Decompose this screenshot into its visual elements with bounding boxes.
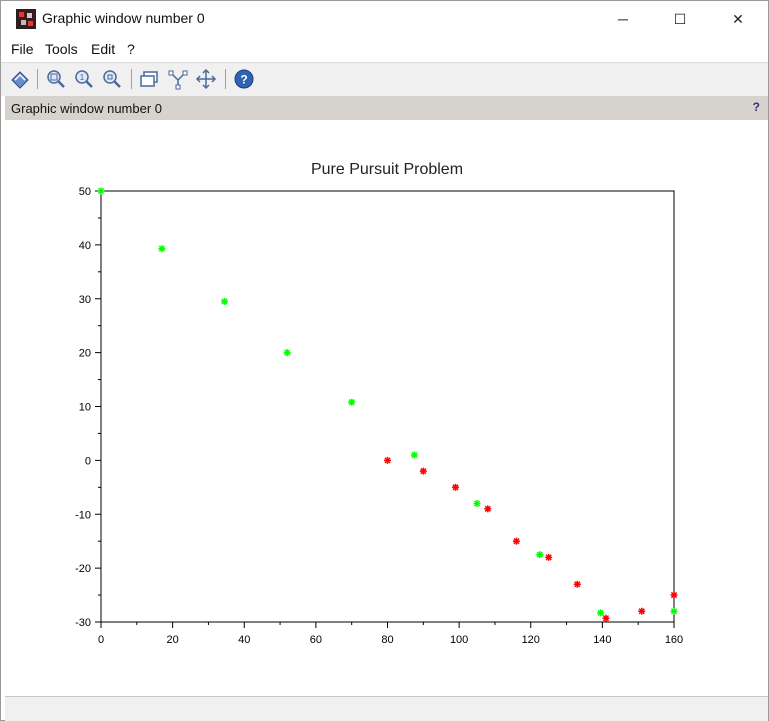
scilab-app-icon bbox=[16, 9, 36, 29]
data-point bbox=[484, 505, 492, 513]
pan-icon[interactable] bbox=[195, 68, 217, 90]
y-tick-label: 20 bbox=[79, 348, 91, 360]
y-tick-label: 10 bbox=[79, 402, 91, 414]
data-point bbox=[638, 607, 646, 615]
y-tick-label: 50 bbox=[79, 186, 91, 198]
y-tick-label: 30 bbox=[79, 294, 91, 306]
data-point bbox=[670, 591, 678, 599]
menu-edit[interactable]: Edit bbox=[91, 41, 116, 57]
data-point bbox=[97, 187, 105, 195]
info-bar: Graphic window number 0 ? bbox=[5, 96, 768, 120]
toolbar-separator bbox=[37, 69, 38, 89]
info-help-icon[interactable]: ? bbox=[752, 100, 760, 114]
x-tick-label: 140 bbox=[593, 634, 611, 646]
datatip-icon[interactable] bbox=[139, 68, 161, 90]
y-tick-label: 0 bbox=[85, 455, 91, 467]
y-tick-label: -20 bbox=[75, 563, 91, 575]
info-bar-text: Graphic window number 0 bbox=[11, 101, 163, 116]
close-button[interactable]: ✕ bbox=[732, 11, 744, 27]
y-tick-label: -10 bbox=[75, 509, 91, 521]
data-point bbox=[473, 499, 481, 507]
zoom-reset-icon[interactable]: 1 bbox=[73, 68, 95, 90]
data-point bbox=[158, 245, 166, 253]
menu-file[interactable]: File bbox=[11, 41, 34, 57]
data-point bbox=[283, 349, 291, 357]
data-point bbox=[545, 553, 553, 561]
plot-marks bbox=[97, 187, 678, 622]
y-axis: -30 -20 -10 0 10 20 30 40 50 bbox=[75, 186, 101, 629]
x-tick-label: 40 bbox=[238, 634, 250, 646]
x-tick-label: 100 bbox=[450, 634, 468, 646]
toolbar-separator bbox=[225, 69, 226, 89]
help-icon[interactable]: ? bbox=[233, 68, 255, 90]
rotate-icon[interactable] bbox=[9, 68, 31, 90]
data-point bbox=[573, 580, 581, 588]
x-axis: 0 20 40 60 80 100 120 140 160 bbox=[98, 622, 683, 646]
data-point bbox=[419, 467, 427, 475]
x-tick-label: 20 bbox=[167, 634, 179, 646]
minimize-button[interactable]: ─ bbox=[618, 11, 628, 27]
data-point bbox=[348, 398, 356, 406]
status-bar bbox=[5, 696, 768, 721]
svg-text:1: 1 bbox=[80, 73, 85, 82]
x-tick-label: 120 bbox=[522, 634, 540, 646]
x-tick-label: 160 bbox=[665, 634, 683, 646]
toolbar: 1 ? bbox=[1, 62, 768, 96]
data-point bbox=[602, 614, 610, 622]
data-point bbox=[452, 483, 460, 491]
x-tick-label: 0 bbox=[98, 634, 104, 646]
data-point bbox=[670, 607, 678, 615]
menu-tools[interactable]: Tools bbox=[45, 41, 78, 57]
data-point bbox=[536, 551, 544, 559]
data-point bbox=[597, 609, 605, 617]
toolbar-separator bbox=[131, 69, 132, 89]
data-point bbox=[384, 456, 391, 464]
zoom-out-icon[interactable] bbox=[101, 68, 123, 90]
y-tick-label: -30 bbox=[75, 617, 91, 629]
plot-frame bbox=[100, 190, 675, 623]
maximize-button[interactable]: ☐ bbox=[673, 11, 687, 27]
chart-title: Pure Pursuit Problem bbox=[311, 161, 463, 178]
svg-text:?: ? bbox=[240, 73, 247, 87]
x-tick-label: 80 bbox=[381, 634, 393, 646]
data-point bbox=[512, 537, 520, 545]
y-tick-label: 40 bbox=[79, 240, 91, 252]
menu-help[interactable]: ? bbox=[127, 41, 135, 57]
x-tick-label: 60 bbox=[310, 634, 322, 646]
edit-curve-icon[interactable] bbox=[167, 68, 189, 90]
data-point bbox=[221, 297, 229, 305]
title-bar[interactable]: Graphic window number 0 ─ ☐ ✕ bbox=[1, 1, 768, 37]
plot-svg: Pure Pursuit Problem 0 20 40 60 80 100 120 140 1… bbox=[75, 161, 683, 646]
zoom-in-icon[interactable] bbox=[45, 68, 67, 90]
window-title: Graphic window number 0 bbox=[42, 10, 205, 26]
menu-bar: File Tools Edit ? bbox=[1, 37, 768, 61]
data-point bbox=[410, 451, 418, 459]
plot-canvas[interactable]: Pure Pursuit Problem 0 20 40 60 80 100 120 140 1… bbox=[5, 120, 768, 696]
